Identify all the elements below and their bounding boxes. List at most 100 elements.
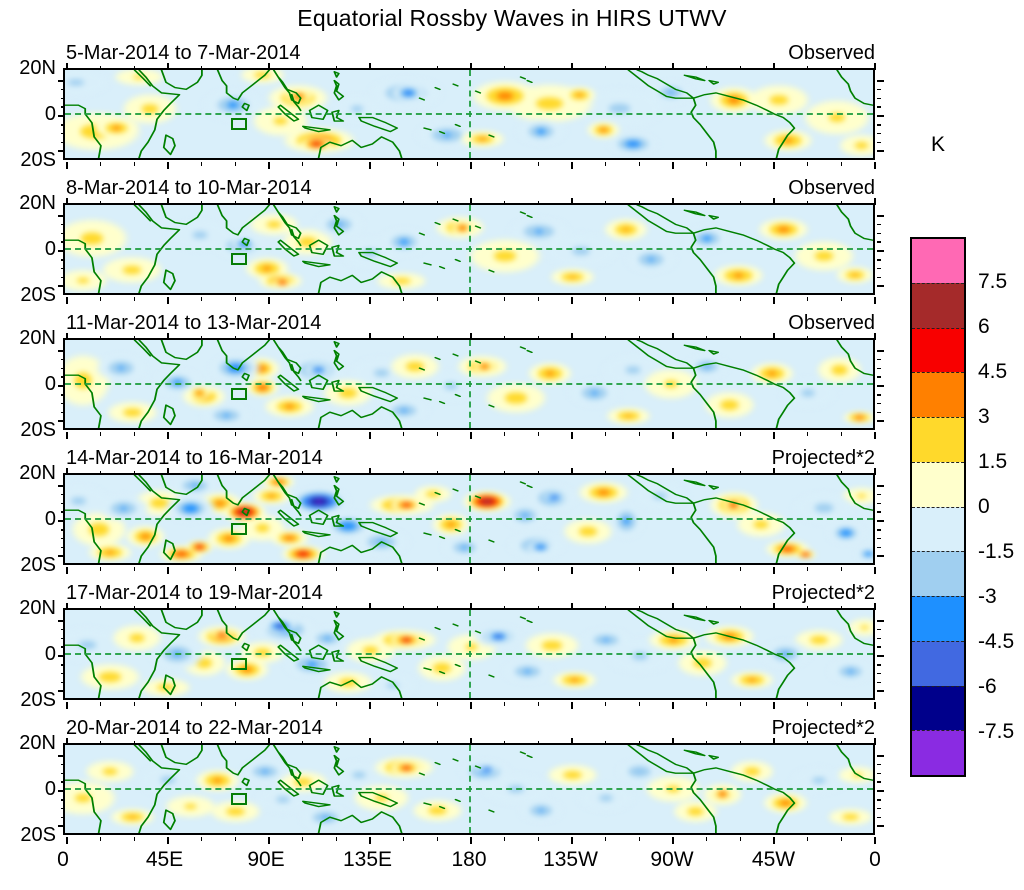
axis-tick	[877, 781, 881, 783]
panel: 20-Mar-2014 to 22-Mar-2014 Projected*2 2…	[0, 715, 1024, 850]
anomaly-blob	[647, 628, 700, 652]
axis-tick	[503, 606, 506, 610]
anomaly-blob	[757, 218, 810, 242]
anomaly-blob	[842, 410, 873, 425]
axis-tick	[503, 837, 506, 841]
anomaly-blob	[298, 137, 334, 151]
map-strip	[58, 63, 884, 169]
axis-tick	[167, 162, 169, 169]
axis-tick	[874, 432, 876, 439]
axis-tick	[133, 702, 136, 706]
anomaly-blob	[94, 354, 148, 382]
axis-tick	[470, 297, 472, 304]
axis-tick	[61, 376, 65, 378]
axis-tick	[877, 754, 884, 757]
anomaly-field	[65, 205, 873, 293]
axis-tick	[537, 837, 540, 841]
axis-tick	[66, 702, 68, 709]
axis-tick	[470, 738, 472, 745]
axis-tick	[739, 162, 742, 166]
anomaly-blob	[209, 800, 262, 824]
axis-tick	[133, 162, 136, 166]
y-axis-label-20n: 20N	[19, 327, 56, 349]
axis-tick	[503, 297, 506, 301]
axis-tick	[167, 738, 169, 745]
colorbar-unit-label: K	[930, 133, 945, 156]
axis-tick	[638, 336, 641, 340]
axis-tick	[234, 606, 237, 610]
anomaly-blob	[77, 663, 142, 691]
axis-tick	[99, 432, 102, 436]
axis-tick	[705, 741, 708, 745]
axis-tick	[436, 336, 439, 340]
axis-tick	[402, 702, 405, 706]
axis-tick	[99, 297, 102, 301]
anomaly-blob	[65, 217, 130, 259]
axis-tick	[61, 106, 65, 108]
axis-tick	[61, 511, 65, 513]
anomaly-blob	[83, 760, 137, 783]
colorbar-cell	[912, 551, 964, 596]
axis-tick	[369, 297, 371, 304]
axis-tick	[268, 603, 270, 610]
axis-tick	[66, 162, 68, 169]
axis-tick	[167, 837, 169, 844]
anomaly-blob	[460, 490, 514, 513]
anomaly-blob	[761, 129, 814, 152]
colorbar-tick-label: -3	[978, 585, 997, 608]
axis-tick	[503, 741, 506, 745]
axis-tick	[840, 336, 843, 340]
anomaly-blob	[185, 540, 215, 554]
anomaly-field	[65, 610, 873, 698]
colorbar-tick-label: 0	[978, 495, 990, 518]
axis-tick	[571, 837, 573, 844]
anomaly-blob	[251, 487, 292, 506]
anomaly-blob	[210, 630, 234, 640]
axis-tick	[638, 741, 641, 745]
axis-tick	[840, 741, 843, 745]
axis-tick	[335, 837, 338, 841]
axis-tick	[877, 402, 881, 405]
map-strip	[58, 333, 884, 439]
map-area	[65, 475, 873, 563]
axis-tick	[99, 162, 102, 166]
anomaly-blob	[794, 549, 818, 559]
anomaly-blob	[139, 678, 193, 697]
axis-tick	[638, 201, 641, 205]
axis-tick	[99, 336, 102, 340]
axis-tick	[61, 132, 65, 135]
axis-tick	[705, 66, 708, 70]
axis-tick	[436, 432, 439, 436]
axis-tick	[638, 606, 641, 610]
anomaly-blob	[506, 217, 571, 246]
axis-tick	[369, 837, 371, 844]
axis-tick	[99, 66, 102, 70]
axis-tick	[840, 471, 843, 475]
axis-tick	[301, 606, 304, 610]
axis-tick	[61, 637, 65, 640]
axis-tick	[200, 336, 203, 340]
panel-date-label: 8-Mar-2014 to 10-Mar-2014	[66, 177, 312, 199]
axis-tick	[133, 837, 136, 841]
colorbar-tick-label: 7.5	[978, 270, 1008, 293]
axis-tick	[672, 702, 674, 709]
axis-tick	[877, 79, 884, 82]
axis-tick	[436, 471, 439, 475]
axis-tick	[61, 816, 65, 819]
y-axis-label-20n: 20N	[19, 597, 56, 619]
axis-tick	[604, 297, 607, 301]
axis-tick	[58, 385, 65, 387]
axis-tick	[840, 702, 843, 706]
axis-tick	[335, 471, 338, 475]
axis-tick	[61, 88, 65, 91]
axis-tick	[436, 162, 439, 166]
colorbar-cell	[912, 327, 964, 373]
axis-tick	[234, 201, 237, 205]
axis-tick	[402, 471, 405, 475]
anomaly-blob	[526, 540, 556, 554]
axis-tick	[874, 63, 876, 70]
anomaly-blob	[263, 619, 298, 633]
anomaly-blob	[517, 798, 565, 822]
axis-tick	[470, 198, 472, 205]
axis-tick	[877, 267, 881, 270]
